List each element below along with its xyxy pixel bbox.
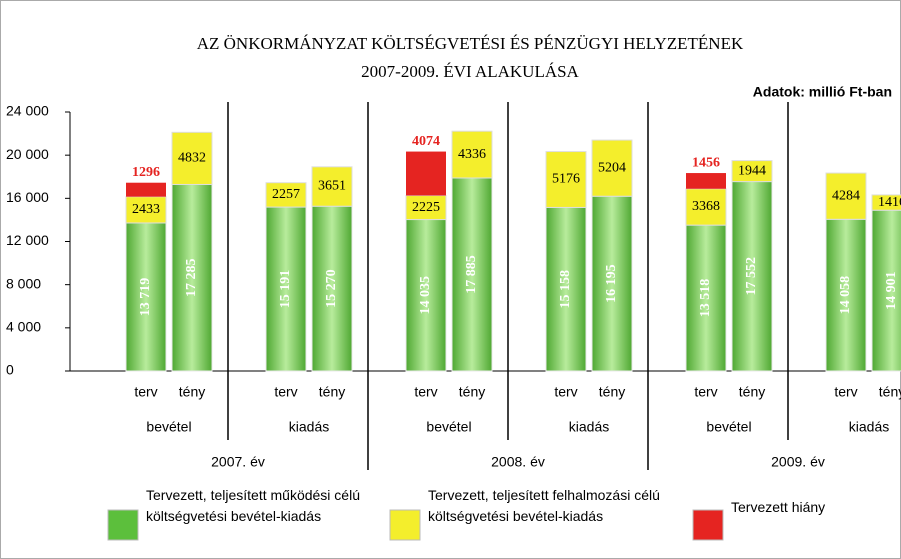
group-label: kiadás bbox=[849, 419, 889, 435]
bar-segment bbox=[825, 172, 867, 220]
x-tick-label: tény bbox=[459, 384, 485, 400]
bar-segment bbox=[731, 181, 773, 372]
x-tick-label: terv bbox=[834, 384, 857, 400]
group-label: bevétel bbox=[426, 419, 471, 435]
value-label: 17 885 bbox=[464, 255, 479, 294]
bar-segment bbox=[686, 173, 726, 189]
legend-swatch bbox=[692, 509, 724, 541]
value-label: 5176 bbox=[552, 172, 580, 187]
legend-label: Tervezett hiány bbox=[731, 499, 826, 515]
value-label: 16 195 bbox=[604, 264, 619, 303]
x-tick-label: terv bbox=[694, 384, 717, 400]
bar-segment bbox=[406, 151, 446, 196]
legend-label: Tervezett, teljesített működési célú köl… bbox=[146, 487, 360, 524]
value-label: 15 191 bbox=[278, 270, 293, 309]
bar-segment bbox=[265, 182, 307, 208]
bar-segment bbox=[171, 131, 213, 185]
bar-segment bbox=[871, 194, 901, 211]
bar-segment bbox=[731, 160, 773, 183]
value-label: 15 270 bbox=[324, 269, 339, 308]
y-tick-label: 8 000 bbox=[6, 275, 41, 291]
note: Adatok: millió Ft-ban bbox=[753, 84, 892, 100]
value-label: 4336 bbox=[458, 147, 486, 162]
value-label: 3368 bbox=[692, 199, 720, 214]
legend-swatch bbox=[389, 509, 421, 541]
y-tick-label: 0 bbox=[6, 362, 14, 378]
group-label: bevétel bbox=[146, 419, 191, 435]
x-tick-label: tény bbox=[739, 384, 765, 400]
value-label: 14 058 bbox=[838, 276, 853, 315]
group-label: bevétel bbox=[706, 419, 751, 435]
x-tick-label: tény bbox=[879, 384, 901, 400]
value-label: 17 285 bbox=[184, 258, 199, 297]
value-label: 2433 bbox=[132, 202, 160, 217]
bar-segment bbox=[591, 139, 633, 197]
chart-title: AZ ÖNKORMÁNYZAT KÖLTSÉGVETÉSI ÉS PÉNZÜGY… bbox=[197, 34, 744, 53]
bar-segment bbox=[591, 195, 633, 372]
legend-label: Tervezett, teljesített felhalmozási célú… bbox=[428, 487, 660, 524]
chart-subtitle: 2007-2009. ÉVI ALAKULÁSA bbox=[361, 62, 579, 81]
x-tick-label: tény bbox=[599, 384, 625, 400]
value-label: 15 158 bbox=[558, 270, 573, 309]
bar-segment bbox=[405, 219, 447, 372]
value-label: 4284 bbox=[832, 188, 860, 203]
group-label: kiadás bbox=[569, 419, 609, 435]
value-label: 14 901 bbox=[884, 271, 899, 310]
bar-segment bbox=[171, 183, 213, 372]
value-label: 3651 bbox=[318, 179, 346, 194]
bar-segment bbox=[125, 196, 167, 224]
bar-segment bbox=[311, 166, 353, 207]
value-label: 4074 bbox=[412, 134, 440, 149]
x-tick-label: tény bbox=[179, 384, 205, 400]
group-label: kiadás bbox=[289, 419, 329, 435]
value-label: 1416 bbox=[878, 195, 901, 210]
x-tick-label: terv bbox=[554, 384, 577, 400]
value-label: 4832 bbox=[178, 151, 206, 166]
bar-segment bbox=[451, 130, 493, 179]
bar-segment bbox=[125, 222, 167, 372]
year-label: 2009. év bbox=[771, 454, 825, 470]
bar-segment bbox=[685, 224, 727, 372]
x-tick-label: terv bbox=[134, 384, 157, 400]
bar-segment bbox=[126, 182, 166, 197]
y-tick-label: 4 000 bbox=[6, 319, 41, 335]
value-label: 17 552 bbox=[744, 257, 759, 296]
value-label: 2225 bbox=[412, 200, 440, 215]
value-label: 1456 bbox=[692, 155, 720, 170]
x-tick-label: terv bbox=[274, 384, 297, 400]
bar-segment bbox=[451, 177, 493, 372]
bar-segment bbox=[685, 188, 727, 226]
legend-swatch bbox=[107, 509, 139, 541]
value-label: 1296 bbox=[132, 165, 160, 180]
value-label: 14 035 bbox=[418, 276, 433, 315]
y-tick-label: 20 000 bbox=[6, 146, 49, 162]
y-tick-label: 24 000 bbox=[6, 103, 49, 119]
y-tick-label: 16 000 bbox=[6, 189, 49, 205]
value-label: 1944 bbox=[738, 163, 766, 178]
value-label: 2257 bbox=[272, 187, 300, 202]
bar-segment bbox=[871, 209, 901, 372]
value-label: 5204 bbox=[598, 160, 626, 175]
value-label: 13 518 bbox=[698, 279, 713, 318]
year-label: 2008. év bbox=[491, 454, 545, 470]
x-tick-label: tény bbox=[319, 384, 345, 400]
bar-segment bbox=[311, 205, 353, 372]
x-tick-label: terv bbox=[414, 384, 437, 400]
year-label: 2007. év bbox=[211, 454, 265, 470]
value-label: 13 719 bbox=[138, 278, 153, 317]
bar-segment bbox=[545, 151, 587, 208]
y-tick-label: 12 000 bbox=[6, 232, 49, 248]
